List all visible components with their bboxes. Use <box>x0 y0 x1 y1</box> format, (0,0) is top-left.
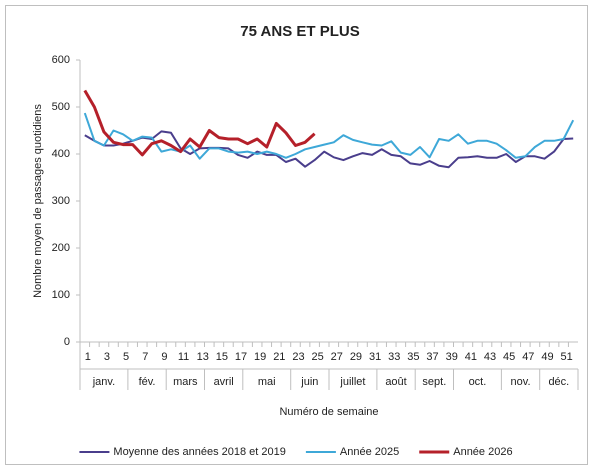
y-tick-label: 500 <box>52 101 70 113</box>
x-tick-label: 39 <box>446 351 458 363</box>
month-label: déc. <box>548 376 569 388</box>
month-label: sept. <box>422 376 446 388</box>
month-label: août <box>385 376 406 388</box>
x-tick-label: 31 <box>369 351 381 363</box>
month-label: nov. <box>511 376 531 388</box>
x-tick-label: 37 <box>426 351 438 363</box>
y-tick-label: 200 <box>52 242 70 254</box>
legend-label: Année 2025 <box>340 446 399 458</box>
legend-label: Année 2026 <box>453 446 512 458</box>
x-tick-label: 45 <box>503 351 515 363</box>
y-tick-label: 600 <box>52 54 70 66</box>
x-tick-label: 1 <box>85 351 91 363</box>
series-line <box>84 130 574 169</box>
series-line <box>83 112 575 160</box>
y-tick-label: 400 <box>52 148 70 160</box>
x-tick-label: 41 <box>465 351 477 363</box>
y-tick-label: 100 <box>52 289 70 301</box>
x-tick-label: 43 <box>484 351 496 363</box>
month-label: janv. <box>92 376 115 388</box>
x-tick-label: 19 <box>254 351 266 363</box>
month-label: mai <box>258 376 276 388</box>
month-label: avril <box>214 376 234 388</box>
x-tick-label: 21 <box>273 351 285 363</box>
chart-frame <box>5 5 588 465</box>
x-tick-label: 47 <box>522 351 534 363</box>
x-tick-label: 3 <box>104 351 110 363</box>
x-tick-label: 7 <box>142 351 148 363</box>
x-tick-label: 51 <box>561 351 573 363</box>
y-tick-label: 300 <box>52 195 70 207</box>
chart-title: 75 ANS ET PLUS <box>240 23 359 40</box>
x-tick-label: 35 <box>407 351 419 363</box>
month-label: mars <box>173 376 198 388</box>
x-tick-label: 23 <box>292 351 304 363</box>
x-axis-label: Numéro de semaine <box>279 406 378 418</box>
y-axis-label: Nombre moyen de passages quotidiens <box>32 104 44 298</box>
x-tick-label: 49 <box>541 351 553 363</box>
x-tick-label: 15 <box>216 351 228 363</box>
y-tick-label: 0 <box>64 336 70 348</box>
x-tick-label: 27 <box>331 351 343 363</box>
x-tick-label: 9 <box>161 351 167 363</box>
x-tick-label: 11 <box>178 351 189 363</box>
month-label: juillet <box>339 376 365 388</box>
x-tick-label: 33 <box>388 351 400 363</box>
x-tick-label: 29 <box>350 351 362 363</box>
month-label: juin <box>300 376 318 388</box>
x-tick-label: 25 <box>312 351 324 363</box>
series-line <box>83 89 316 157</box>
x-tick-label: 5 <box>123 351 129 363</box>
month-label: fév. <box>139 376 156 388</box>
x-tick-label: 13 <box>197 351 209 363</box>
month-label: oct. <box>469 376 487 388</box>
x-tick-label: 17 <box>235 351 247 363</box>
legend-label: Moyenne des années 2018 et 2019 <box>113 446 285 458</box>
